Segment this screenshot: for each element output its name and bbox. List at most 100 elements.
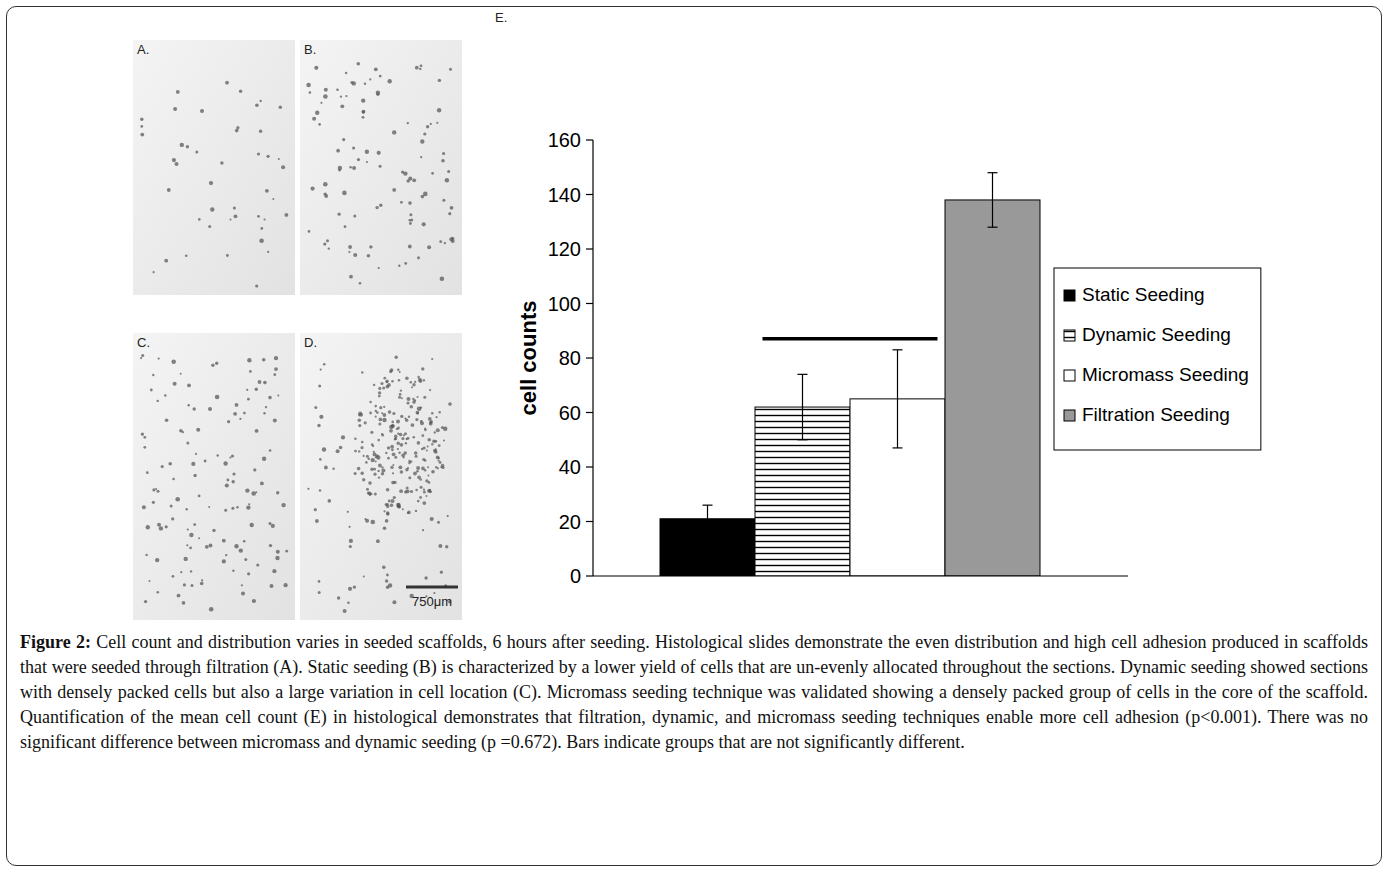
cell-dot [354,472,357,475]
cell-dot [324,194,328,198]
cell-dot [348,245,352,249]
cell-dot [401,437,404,440]
cell-dot [319,458,322,461]
cell-dot [145,554,147,556]
cell-dot [227,479,230,482]
cell-dot [410,405,414,409]
cell-dot [366,455,369,458]
cell-dot [392,464,394,466]
cell-dot [307,488,309,490]
cell-dot [359,282,362,285]
cell-dot [222,559,226,563]
error-stem [707,505,708,532]
cell-dot [171,517,174,520]
cell-dot [358,424,361,427]
cell-dot [272,198,274,200]
cell-dot [243,412,246,415]
cell-dot [429,389,431,391]
cell-dot [189,547,192,550]
cell-dot [348,587,352,591]
cell-dot [410,381,413,384]
cell-dot [361,371,363,373]
scale-bar [406,586,458,589]
cell-dot [436,456,440,460]
cell-dot [353,585,356,588]
cell-dot [381,469,385,473]
cell-dot [274,367,278,371]
y-tick [586,575,593,576]
cell-dot [400,470,404,474]
cell-dot [225,483,229,487]
cell-dot [427,466,429,468]
cell-dot [381,472,384,475]
y-tick [586,466,593,467]
cell-dot [177,594,181,598]
cell-dot [379,406,382,409]
y-tick-label: 60 [559,402,581,424]
cell-dot [176,90,180,94]
cell-dot [420,406,422,408]
cell-dot [153,271,155,273]
cell-dot [436,428,440,432]
cell-dot [448,212,451,215]
cell-dot [423,491,426,494]
cell-dot [236,126,239,129]
cell-dot [273,373,276,376]
cell-dot [423,447,426,450]
cell-dot [440,276,445,281]
cell-dot [381,466,383,468]
cell-dot [241,591,245,595]
cell-dot [198,537,200,539]
cell-dot [397,442,400,445]
cell-dot [397,448,399,450]
cell-dot [440,571,443,574]
cell-dot [427,474,429,476]
y-tick-label: 120 [548,238,581,260]
cell-dot [195,453,197,455]
cell-dot [236,506,238,508]
cell-dot [443,439,445,441]
cell-dot [376,93,379,96]
cell-dot [315,519,319,523]
cell-dot [168,462,172,466]
cell-dot [377,439,380,442]
cell-dot [239,548,243,552]
cell-dot [247,572,250,575]
cell-dot [407,397,411,401]
cell-dot [246,389,248,391]
cell-dot [405,442,407,444]
cell-dot [309,91,312,94]
cell-dot [343,609,347,613]
cell-dot [364,421,367,424]
cell-dot [415,455,418,458]
cell-dot [390,504,394,508]
cell-dot [357,158,360,161]
cell-dot [436,416,438,418]
cell-dot [265,189,269,193]
cell-dot [243,540,246,543]
cell-dot [241,584,243,586]
cell-dot [420,64,423,67]
cell-dot [417,406,422,411]
cell-dot [235,129,239,133]
cell-dot [231,454,234,457]
cell-dot [431,412,434,415]
legend-swatch [1064,410,1075,421]
error-bar [893,350,903,448]
cell-dot [369,412,372,415]
cell-dot [369,78,371,80]
cell-dot [400,443,404,447]
cell-dot [407,467,409,469]
cell-dot [328,499,332,503]
x-axis [593,575,1128,576]
cell-dot [413,471,417,475]
cell-dot [398,379,401,382]
cell-dot [449,237,453,241]
cell-dot [391,424,395,428]
cell-dot [183,583,186,586]
cell-dot [366,488,369,491]
cell-dot [250,523,254,527]
cell-dot [417,256,420,259]
cell-dot [340,104,344,108]
cell-dot [186,145,189,148]
